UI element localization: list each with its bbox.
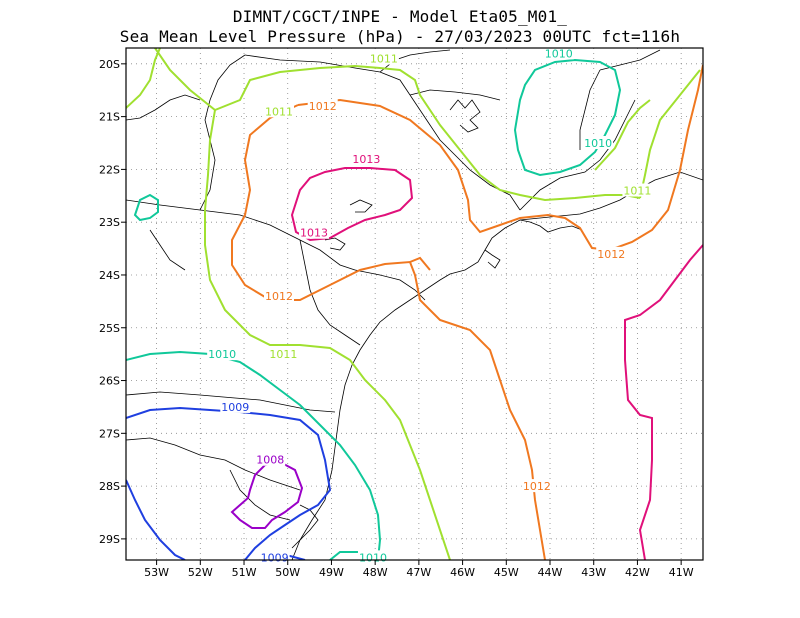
contour-label-bg bbox=[268, 347, 299, 361]
contour-label-1012: 1012 bbox=[523, 480, 551, 493]
isobar-1011-west bbox=[126, 48, 161, 109]
coastline bbox=[291, 171, 703, 560]
contour-label-1010: 1010 bbox=[584, 137, 612, 150]
river-1 bbox=[449, 99, 481, 133]
contour-label-bg bbox=[298, 225, 329, 239]
lagoon bbox=[291, 504, 319, 549]
x-tick-label: 43W bbox=[581, 566, 606, 579]
contour-label-1009: 1009 bbox=[221, 401, 249, 414]
contour-label-1010: 1010 bbox=[545, 47, 573, 60]
contour-label-1013: 1013 bbox=[352, 153, 380, 166]
y-tick-label: 20S bbox=[99, 58, 120, 71]
contour-label-bg bbox=[263, 289, 294, 303]
contour-label-1008: 1008 bbox=[256, 454, 284, 467]
contour-label-bg bbox=[307, 99, 338, 113]
isobars bbox=[126, 48, 703, 560]
x-tick-label: 42W bbox=[625, 566, 650, 579]
isobar-1013-east bbox=[624, 244, 703, 560]
isobar-1010-small bbox=[133, 193, 159, 222]
contour-label-1010: 1010 bbox=[208, 348, 236, 361]
contour-labels: 1008 1009 1009 1010 1010 1010 1010 1011 1011 1011… bbox=[207, 46, 653, 564]
contour-label-bg bbox=[351, 151, 382, 165]
contour-label-1012: 1012 bbox=[265, 290, 293, 303]
y-tick-label: 27S bbox=[99, 427, 120, 440]
river-2 bbox=[349, 199, 373, 213]
contour-label-1011: 1011 bbox=[623, 185, 651, 198]
x-tick-label: 44W bbox=[538, 566, 563, 579]
coast-detail-2 bbox=[484, 249, 501, 269]
x-tick-label: 48W bbox=[363, 566, 388, 579]
map-frame bbox=[125, 47, 704, 561]
isobar-1010-ne bbox=[513, 58, 622, 177]
contour-label-bg bbox=[207, 347, 238, 361]
contour-label-1009: 1009 bbox=[261, 551, 289, 564]
y-tick-label: 21S bbox=[99, 111, 120, 124]
y-tick-label: 24S bbox=[99, 269, 120, 282]
isobar-1009 bbox=[126, 406, 332, 560]
isobar-1011 bbox=[154, 48, 641, 202]
y-tick-label: 23S bbox=[99, 216, 120, 229]
x-tick-label: 52W bbox=[188, 566, 213, 579]
state-border-7 bbox=[519, 99, 636, 211]
x-tick-label: 45W bbox=[494, 566, 519, 579]
y-tick-label: 28S bbox=[99, 480, 120, 493]
contour-label-bg bbox=[263, 104, 294, 118]
contour-label-bg bbox=[583, 136, 614, 150]
contour-label-1011: 1011 bbox=[370, 53, 398, 66]
y-tick-label: 29S bbox=[99, 533, 120, 546]
state-border-13 bbox=[126, 437, 301, 491]
chart-title-line2: Sea Mean Level Pressure (hPa) - 27/03/20… bbox=[119, 27, 681, 46]
axis-ticks: 53W 52W 51W 50W 49W 48W 47W 46W 45W 44W 43W 42W 41W 2… bbox=[99, 58, 694, 579]
isobar-1011-sw bbox=[204, 109, 451, 560]
x-tick-label: 41W bbox=[669, 566, 694, 579]
contour-label-1010: 1010 bbox=[359, 551, 387, 564]
y-tick-label: 22S bbox=[99, 163, 120, 176]
x-tick-label: 49W bbox=[319, 566, 344, 579]
isobar-1011-east bbox=[639, 69, 701, 199]
grid-lines bbox=[126, 48, 703, 560]
contour-label-bg bbox=[543, 46, 574, 60]
river-3 bbox=[324, 237, 346, 251]
state-border-1 bbox=[126, 199, 356, 271]
contour-label-bg bbox=[220, 399, 251, 413]
state-border-8 bbox=[409, 89, 501, 101]
x-tick-label: 53W bbox=[144, 566, 169, 579]
state-border-11 bbox=[579, 69, 601, 150]
contour-label-1011: 1011 bbox=[265, 105, 293, 118]
contour-label-1012: 1012 bbox=[597, 248, 625, 261]
contour-label-bg bbox=[368, 51, 399, 65]
state-border-2 bbox=[299, 239, 361, 346]
contour-label-1012: 1012 bbox=[309, 100, 337, 113]
state-border-4 bbox=[199, 54, 246, 211]
contour-label-bg bbox=[622, 183, 653, 197]
contour-label-1011: 1011 bbox=[269, 348, 297, 361]
isobar-1011-ne bbox=[594, 99, 651, 171]
y-tick-label: 26S bbox=[99, 375, 120, 388]
x-tick-label: 51W bbox=[232, 566, 257, 579]
contour-label-bg bbox=[596, 246, 627, 260]
isobar-1009-west bbox=[126, 479, 186, 560]
contour-label-bg bbox=[521, 479, 552, 493]
state-border-16 bbox=[149, 229, 186, 271]
isobar-1008 bbox=[230, 460, 304, 529]
isobar-1010-west bbox=[126, 350, 382, 560]
x-tick-label: 46W bbox=[450, 566, 475, 579]
contour-label-1013: 1013 bbox=[300, 227, 328, 240]
isobar-1012-west bbox=[231, 104, 546, 560]
state-border-14 bbox=[229, 469, 291, 521]
coast-detail-1 bbox=[519, 219, 583, 233]
x-tick-label: 47W bbox=[406, 566, 431, 579]
isobar-1012-south bbox=[409, 256, 431, 271]
map-boundaries bbox=[126, 49, 703, 560]
state-border-12 bbox=[126, 391, 336, 413]
isobar-1012 bbox=[297, 64, 703, 252]
chart-title-line1: DIMNT/CGCT/INPE - Model Eta05_M01_ bbox=[232, 7, 568, 26]
contour-label-bg bbox=[255, 452, 286, 466]
state-border-15 bbox=[126, 94, 201, 121]
x-tick-label: 50W bbox=[275, 566, 300, 579]
y-tick-label: 25S bbox=[99, 322, 120, 335]
state-border-5 bbox=[244, 54, 411, 96]
